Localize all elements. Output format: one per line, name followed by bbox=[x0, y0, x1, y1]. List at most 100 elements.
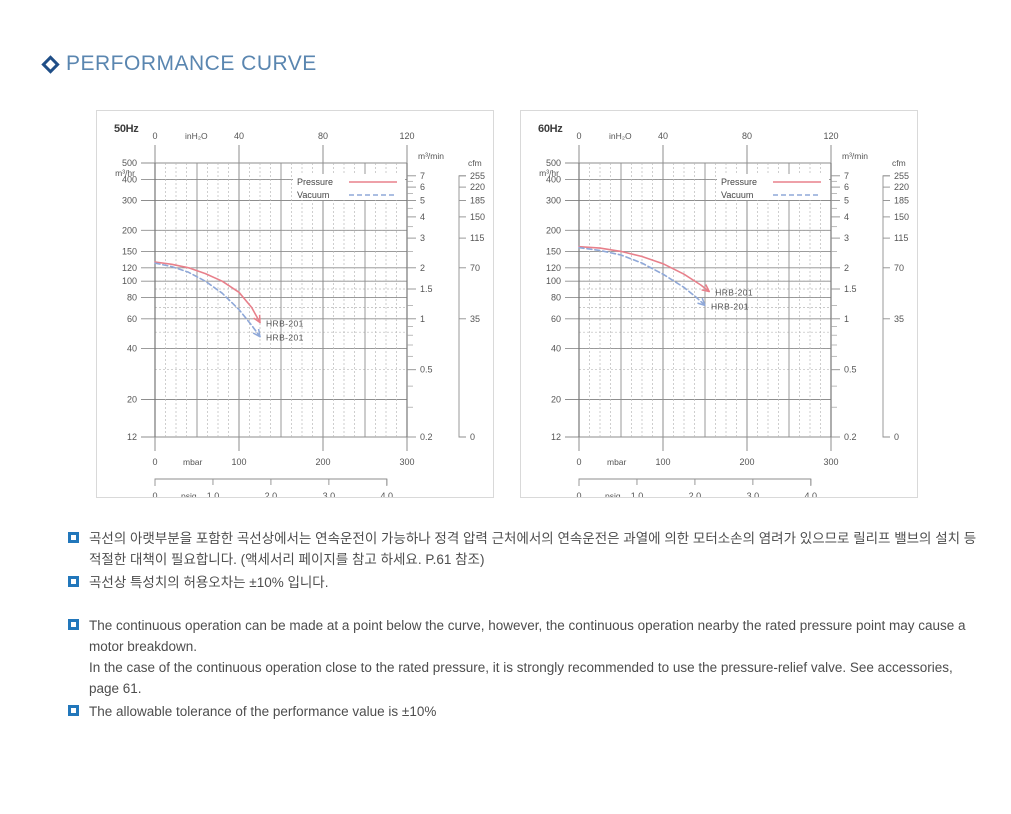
right-axis-unit: m³/min bbox=[418, 151, 444, 161]
curve-label: HRB-201 bbox=[266, 319, 304, 329]
y-tick-label: 200 bbox=[546, 225, 561, 235]
right-axis-unit: m³/min bbox=[842, 151, 868, 161]
right-axis-tick: 7 bbox=[844, 171, 849, 181]
bottom-axis-tick: 200 bbox=[739, 457, 754, 467]
curve-vacuum bbox=[578, 246, 706, 307]
right-axis-tick: 0.2 bbox=[844, 432, 857, 442]
cfm-axis-tick: 185 bbox=[894, 196, 909, 206]
right-axis-tick: 5 bbox=[844, 196, 849, 206]
y-tick-label: 150 bbox=[546, 246, 561, 256]
chart-title-50hz: 50Hz bbox=[114, 123, 139, 135]
page-title-text: PERFORMANCE CURVE bbox=[66, 52, 317, 75]
bottom-axis-tick: 300 bbox=[823, 457, 838, 467]
bottom-axis-tick: 100 bbox=[231, 457, 246, 467]
top-axis-tick: 40 bbox=[234, 131, 244, 141]
bottom-axis-unit: mbar bbox=[607, 457, 627, 467]
right-axis-tick: 1.5 bbox=[420, 284, 433, 294]
cfm-axis-unit: cfm bbox=[892, 158, 906, 168]
bottom-axis-tick: 300 bbox=[399, 457, 414, 467]
right-axis-tick: 0.5 bbox=[844, 365, 857, 375]
curve-vacuum bbox=[154, 262, 261, 338]
top-axis-unit: inH₂O bbox=[185, 131, 208, 141]
y-tick-label: 12 bbox=[127, 432, 137, 442]
top-axis-tick: 120 bbox=[823, 131, 838, 141]
curve-label: HRB-201 bbox=[715, 288, 753, 298]
legend-label-pressure: Pressure bbox=[297, 177, 333, 187]
y-tick-label: 20 bbox=[551, 395, 561, 405]
curve-pressure bbox=[578, 245, 710, 293]
psig-axis-tick: 1.0 bbox=[631, 491, 644, 497]
bottom-axis-tick: 100 bbox=[655, 457, 670, 467]
right-axis-tick: 4 bbox=[420, 212, 425, 222]
right-axis-tick: 7 bbox=[420, 171, 425, 181]
top-axis-unit: inH₂O bbox=[609, 131, 632, 141]
cfm-axis-tick: 220 bbox=[470, 182, 485, 192]
cfm-axis-tick: 70 bbox=[470, 263, 480, 273]
right-axis-tick: 1 bbox=[420, 314, 425, 324]
right-axis-tick: 5 bbox=[420, 196, 425, 206]
psig-axis-tick: 1.0 bbox=[207, 491, 220, 497]
cfm-axis-tick: 0 bbox=[470, 432, 475, 442]
top-axis-tick: 80 bbox=[742, 131, 752, 141]
legend-label-vacuum: Vacuum bbox=[721, 190, 753, 200]
cfm-axis-tick: 115 bbox=[894, 233, 908, 243]
cfm-axis-tick: 115 bbox=[470, 233, 484, 243]
note-row-kr-2: 곡선상 특성치의 허용오차는 ±10% 입니다. bbox=[68, 572, 978, 593]
top-axis-tick: 0 bbox=[576, 131, 581, 141]
note-row-kr-1: 곡선의 아랫부분을 포함한 곡선상에서는 연속운전이 가능하나 정격 압력 근처… bbox=[68, 528, 978, 570]
bottom-axis-unit: mbar bbox=[183, 457, 203, 467]
cfm-axis-tick: 255 bbox=[894, 171, 909, 181]
y-tick-label: 300 bbox=[546, 196, 561, 206]
cfm-axis-tick: 150 bbox=[894, 212, 909, 222]
right-axis-tick: 2 bbox=[420, 263, 425, 273]
top-axis-tick: 40 bbox=[658, 131, 668, 141]
top-axis-tick: 0 bbox=[152, 131, 157, 141]
note-text-en-1: The continuous operation can be made at … bbox=[89, 618, 966, 696]
right-axis-tick: 6 bbox=[420, 182, 425, 192]
y-tick-label: 400 bbox=[122, 174, 137, 184]
right-axis-tick: 3 bbox=[844, 233, 849, 243]
notes-spacer bbox=[68, 595, 978, 615]
psig-axis-tick: 4.0 bbox=[381, 491, 394, 497]
psig-axis-tick: 0 bbox=[576, 491, 581, 497]
right-axis-tick: 3 bbox=[420, 233, 425, 243]
right-axis-tick: 0.5 bbox=[420, 365, 433, 375]
cfm-axis-tick: 185 bbox=[470, 196, 485, 206]
y-tick-label: 400 bbox=[546, 174, 561, 184]
psig-axis-unit: psig bbox=[181, 491, 197, 497]
psig-axis-tick: 3.0 bbox=[747, 491, 760, 497]
psig-axis-tick: 2.0 bbox=[265, 491, 278, 497]
y-tick-label: 40 bbox=[127, 344, 137, 354]
note-text-kr-1: 곡선의 아랫부분을 포함한 곡선상에서는 연속운전이 가능하나 정격 압력 근처… bbox=[89, 531, 977, 567]
note-text-en-2: The allowable tolerance of the performan… bbox=[89, 704, 437, 719]
cfm-axis-unit: cfm bbox=[468, 158, 482, 168]
legend-label-pressure: Pressure bbox=[721, 177, 757, 187]
right-axis-tick: 0.2 bbox=[420, 432, 433, 442]
chart-panel-60hz: 60Hz 500 400 300 200 150 120 100 80 60 40 20 12 m³/h… bbox=[520, 110, 918, 498]
page-title: PERFORMANCE CURVE bbox=[41, 52, 317, 76]
plot-area-50hz: 500 400 300 200 150 120 100 80 60 40 20 12 m³/hr 0 40 8… bbox=[97, 111, 493, 497]
right-axis-tick: 1 bbox=[844, 314, 849, 324]
bottom-axis-tick: 200 bbox=[315, 457, 330, 467]
bullet-square-icon bbox=[68, 705, 79, 716]
y-tick-label: 80 bbox=[551, 293, 561, 303]
y-tick-label: 60 bbox=[127, 314, 137, 324]
legend-label-vacuum: Vacuum bbox=[297, 190, 329, 200]
right-axis-tick: 1.5 bbox=[844, 284, 857, 294]
y-tick-label: 150 bbox=[122, 246, 137, 256]
curve-pressure bbox=[154, 261, 261, 324]
diamond-icon bbox=[41, 54, 60, 74]
cfm-axis-tick: 35 bbox=[894, 314, 904, 324]
cfm-axis-tick: 70 bbox=[894, 263, 904, 273]
y-tick-label: 120 bbox=[546, 263, 561, 273]
y-tick-label: 500 bbox=[546, 158, 561, 168]
psig-axis-tick: 3.0 bbox=[323, 491, 336, 497]
psig-axis-unit: psig bbox=[605, 491, 621, 497]
performance-charts: 50Hz 500 400 300 200 150 120 100 80 60 40 20 12 m³/h… bbox=[96, 110, 918, 498]
cfm-axis-tick: 0 bbox=[894, 432, 899, 442]
plot-area-60hz: 500 400 300 200 150 120 100 80 60 40 20 12 m³/hr 0 40 8… bbox=[521, 111, 917, 497]
y-axis-unit: m³/hr bbox=[115, 168, 135, 178]
bullet-square-icon bbox=[68, 619, 79, 630]
